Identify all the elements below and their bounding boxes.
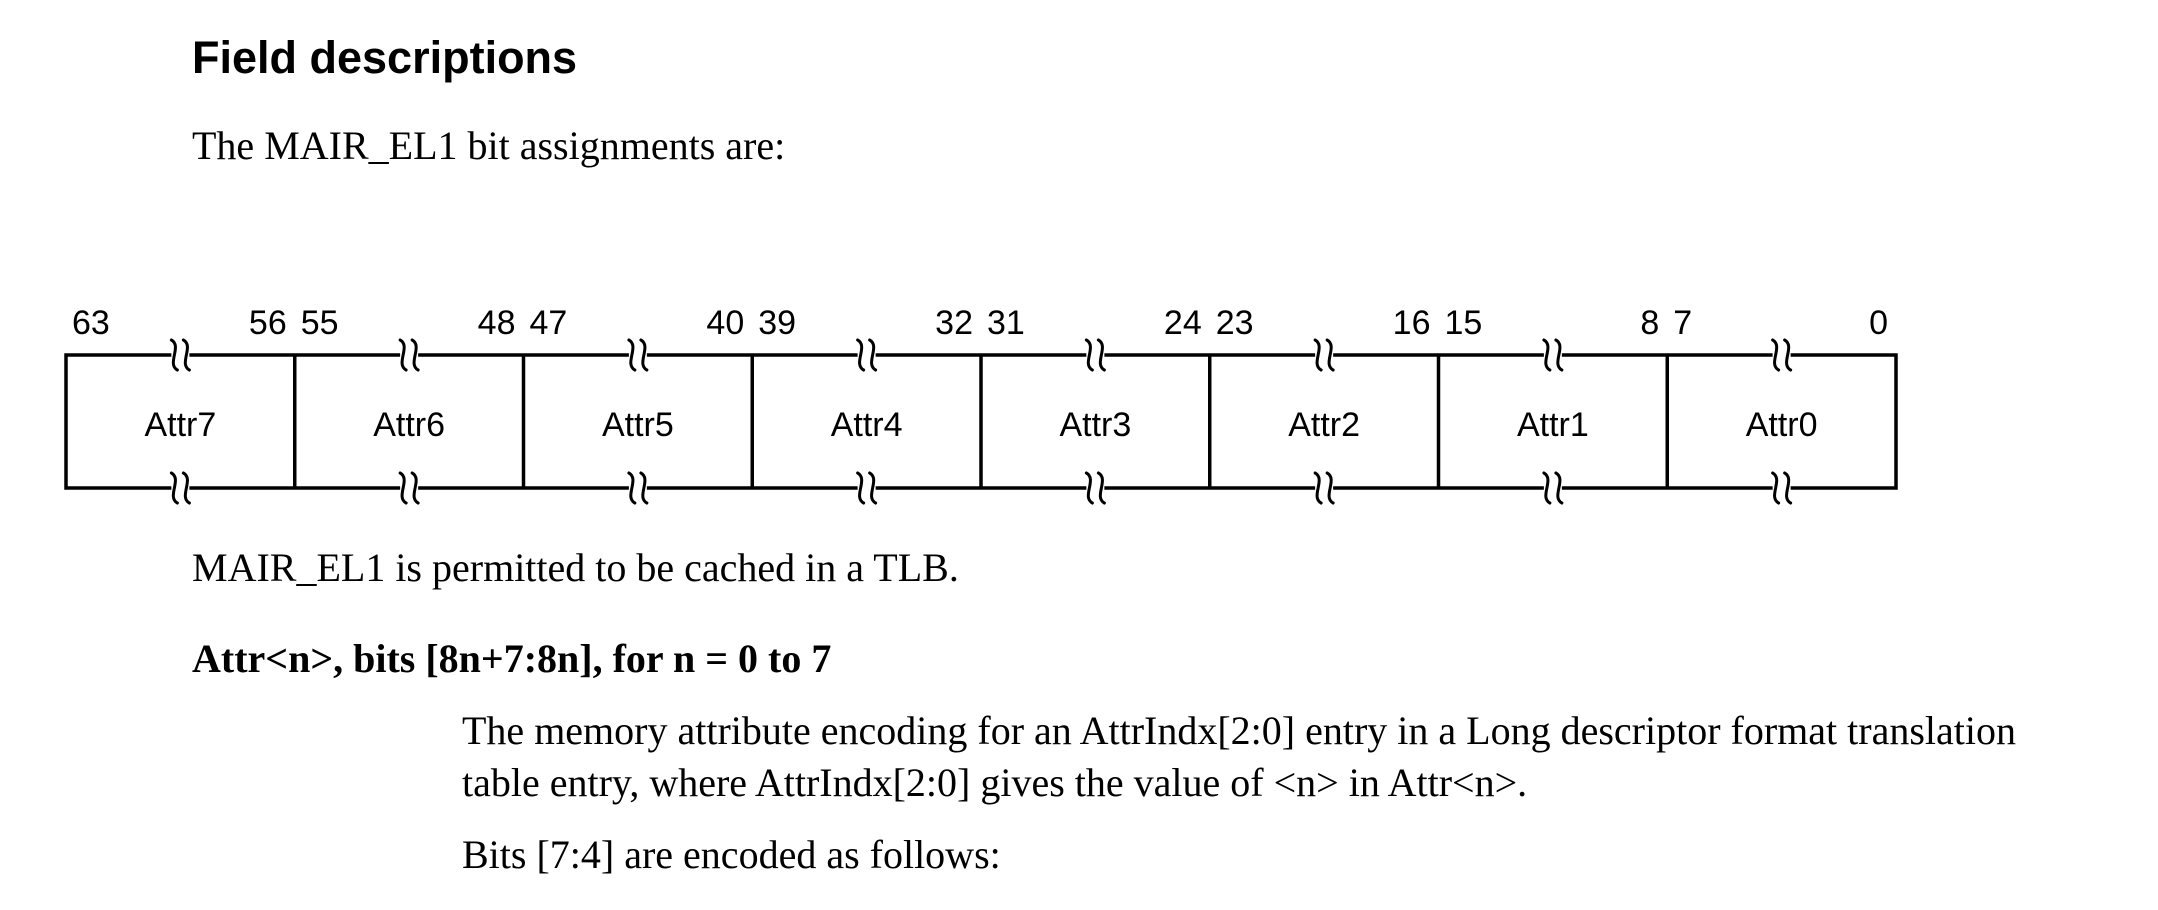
top-break-mark <box>1542 338 1564 372</box>
lsb-bit-number: 24 <box>1164 304 1202 342</box>
register-field-attr1: Attr1 15 8 <box>1436 304 1659 488</box>
bottom-break-mark <box>1084 471 1106 505</box>
field-description: The memory attribute encoding for an Att… <box>462 705 2122 809</box>
field-title: Attr<n>, bits [8n+7:8n], for n = 0 to 7 <box>192 636 832 681</box>
msb-bit-number: 23 <box>1216 304 1254 342</box>
register-field-attr4: Attr4 39 32 <box>750 304 973 488</box>
register-field-attr3: Attr3 31 24 <box>979 304 1202 488</box>
field-label: Attr1 <box>1517 406 1589 444</box>
msb-bit-number: 31 <box>987 304 1025 342</box>
field-description-line-2: table entry, where AttrIndx[2:0] gives t… <box>462 760 1528 805</box>
top-break-mark <box>169 338 191 372</box>
msb-bit-number: 63 <box>72 304 110 342</box>
field-label: Attr4 <box>831 406 903 444</box>
register-field-attr2: Attr2 23 16 <box>1208 304 1431 488</box>
bottom-break-mark <box>1771 471 1793 505</box>
bottom-break-mark <box>1313 471 1335 505</box>
msb-bit-number: 39 <box>758 304 796 342</box>
field-label: Attr3 <box>1059 406 1131 444</box>
tlb-cache-note: MAIR_EL1 is permitted to be cached in a … <box>192 545 959 590</box>
lsb-bit-number: 8 <box>1640 304 1659 342</box>
field-label: Attr0 <box>1746 406 1818 444</box>
bottom-break-mark <box>627 471 649 505</box>
bottom-break-mark <box>1542 471 1564 505</box>
field-label: Attr5 <box>602 406 674 444</box>
field-description-line-1: The memory attribute encoding for an Att… <box>462 708 2016 753</box>
section-heading: Field descriptions <box>192 32 578 83</box>
top-break-mark <box>1771 338 1793 372</box>
lsb-bit-number: 48 <box>478 304 516 342</box>
lsb-bit-number: 16 <box>1393 304 1431 342</box>
top-break-mark <box>856 338 878 372</box>
bottom-break-mark <box>856 471 878 505</box>
register-field-attr7: Attr7 63 56 <box>72 304 287 444</box>
msb-bit-number: 15 <box>1445 304 1483 342</box>
top-break-mark <box>1084 338 1106 372</box>
bits-encoding-note: Bits [7:4] are encoded as follows: <box>462 832 1001 877</box>
register-field-attr5: Attr5 47 40 <box>521 304 744 488</box>
bottom-break-mark <box>169 471 191 505</box>
msb-bit-number: 55 <box>301 304 339 342</box>
top-break-mark <box>398 338 420 372</box>
register-field-attr0: Attr0 7 0 <box>1665 304 1888 488</box>
msb-bit-number: 7 <box>1673 304 1692 342</box>
bottom-break-mark <box>398 471 420 505</box>
lsb-bit-number: 40 <box>706 304 744 342</box>
register-field-attr6: Attr6 55 48 <box>293 304 516 488</box>
field-label: Attr7 <box>144 406 216 444</box>
lsb-bit-number: 56 <box>249 304 287 342</box>
lsb-bit-number: 0 <box>1869 304 1888 342</box>
lsb-bit-number: 32 <box>935 304 973 342</box>
intro-text: The MAIR_EL1 bit assignments are: <box>192 123 786 168</box>
field-label: Attr2 <box>1288 406 1360 444</box>
field-label: Attr6 <box>373 406 445 444</box>
top-break-mark <box>627 338 649 372</box>
msb-bit-number: 47 <box>530 304 568 342</box>
top-break-mark <box>1313 338 1335 372</box>
